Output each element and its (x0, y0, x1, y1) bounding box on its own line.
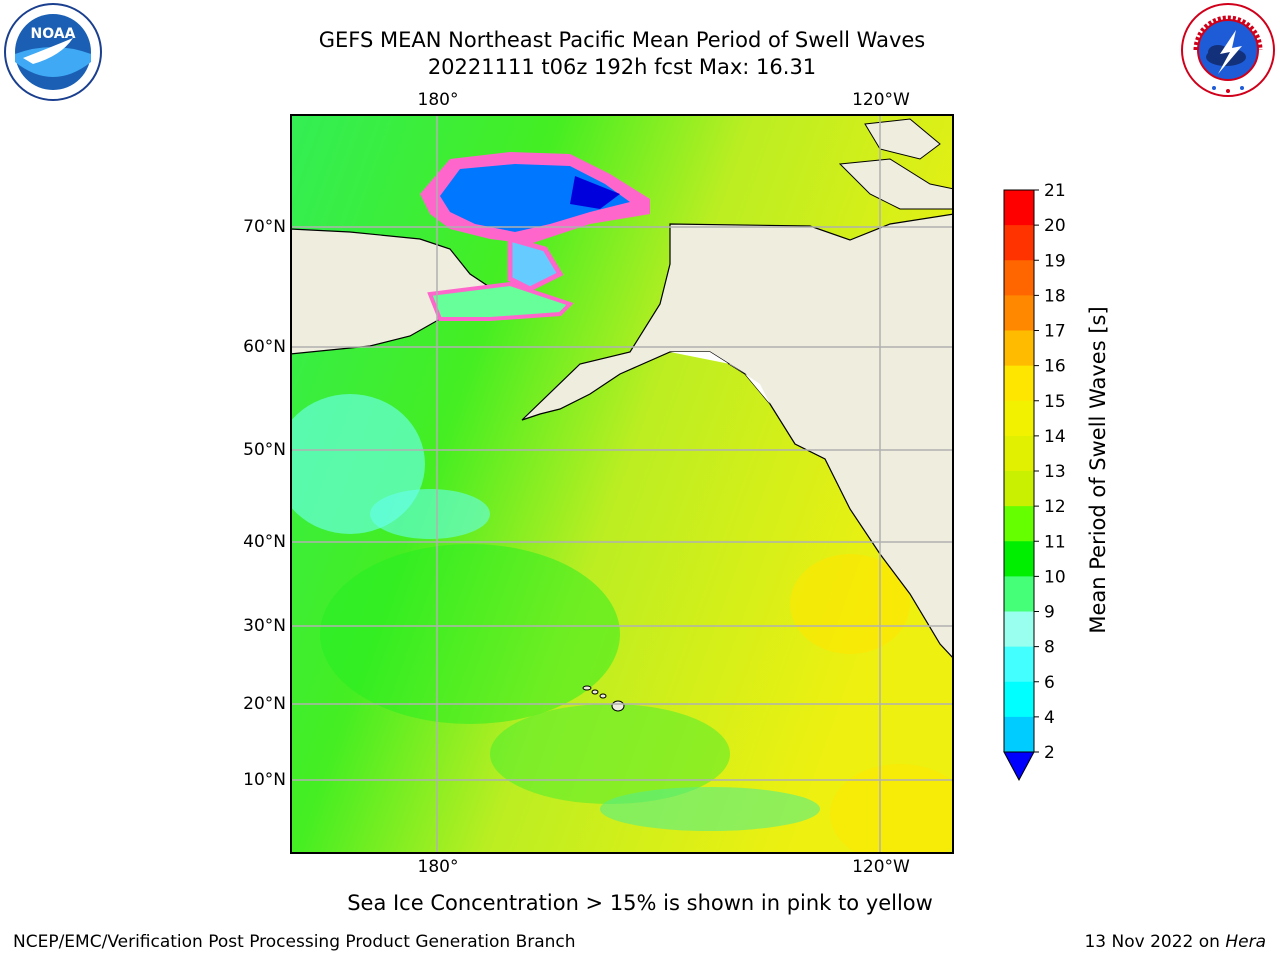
lat-label-60n: 60°N (243, 337, 286, 357)
colorbar-tick-label: 16 (1044, 357, 1066, 377)
colorbar-tick-label: 11 (1044, 532, 1066, 552)
map-panel (275, 114, 970, 864)
lat-label-10n: 10°N (243, 770, 286, 790)
colorbar: 21 20 19 18 17 16 15 14 13 12 11 10 9 8 6 4 2 (995, 180, 1105, 800)
yellow-patch (830, 764, 970, 864)
nws-logo (1180, 2, 1276, 98)
land-arctic-islands (864, 118, 941, 160)
colorbar-band (1004, 646, 1034, 683)
colorbar-band (1004, 295, 1034, 331)
lon-label-top-180: 180° (417, 90, 459, 110)
colorbar-tick-label: 10 (1044, 567, 1066, 587)
footer-date-text: 13 Nov 2022 on (1084, 932, 1220, 952)
graticule (290, 114, 954, 854)
cyan-patch (370, 489, 490, 539)
lon-label-top-120w: 120°W (852, 90, 910, 110)
chart-title: GEFS MEAN Northeast Pacific Mean Period … (318, 28, 926, 52)
colorbar-band (1004, 435, 1034, 472)
colorbar-tick-label: 14 (1044, 427, 1066, 447)
colorbar-band (1004, 716, 1034, 753)
colorbar-tick-label: 18 (1044, 286, 1066, 306)
lat-label-40n: 40°N (243, 532, 286, 552)
colorbar-tick-label: 8 (1044, 638, 1055, 658)
noaa-text: NOAA (31, 26, 76, 42)
bering-sea-ice (427, 281, 574, 321)
lat-label-30n: 30°N (243, 616, 286, 636)
colorbar-band (1004, 330, 1034, 367)
footer-host: Hera (1225, 932, 1266, 952)
colorbar-band (1004, 365, 1034, 402)
green-patch (600, 787, 820, 831)
lat-label-20n: 20°N (243, 694, 286, 714)
gulf-alaska-white (670, 352, 770, 404)
colorbar-tick-label: 20 (1044, 216, 1066, 236)
green-patch (490, 704, 730, 804)
colorbar-tick-label: 17 (1044, 322, 1066, 342)
colorbar-tick-label: 4 (1044, 708, 1055, 728)
colorbar-label: Mean Period of Swell Waves [s] (1086, 306, 1110, 634)
colorbar-band (1004, 260, 1034, 296)
arctic-deep-blue (570, 176, 620, 209)
colorbar-band (1004, 190, 1034, 226)
colorbar-tick-label: 6 (1044, 673, 1055, 693)
lon-label-bottom-180: 180° (417, 857, 459, 877)
footer-credit: NCEP/EMC/Verification Post Processing Pr… (13, 932, 576, 952)
lat-label-70n: 70°N (243, 217, 286, 237)
colorbar-band (1004, 611, 1034, 648)
colorbar-tick-label: 21 (1044, 181, 1066, 201)
lat-label-50n: 50°N (243, 440, 286, 460)
colorbar-band (1004, 576, 1034, 612)
colorbar-tick-label: 13 (1044, 462, 1066, 482)
lon-label-bottom-120w: 120°W (852, 857, 910, 877)
colorbar-band (1004, 400, 1034, 437)
footer-date: 13 Nov 2022 on Hera (1084, 932, 1266, 952)
bering-strait-ice (507, 235, 564, 292)
colorbar-tick-label: 15 (1044, 392, 1066, 412)
colorbar-under-arrow (1003, 751, 1035, 782)
colorbar-tick-label: 2 (1044, 743, 1055, 763)
green-patch (320, 544, 620, 724)
colorbar-band (1004, 681, 1034, 718)
colorbar-band (1004, 225, 1034, 261)
colorbar-tick-label: 19 (1044, 251, 1066, 271)
colorbar-tick-label: 12 (1044, 497, 1066, 517)
colorbar-band (1004, 541, 1034, 577)
map-frame (290, 114, 954, 854)
noaa-logo: NOAA (3, 2, 103, 102)
colorbar-band (1004, 506, 1034, 542)
chart-subtitle: 20221111 t06z 192h fcst Max: 16.31 (427, 55, 817, 79)
colorbar-tick-label: 9 (1044, 603, 1055, 623)
colorbar-band (1004, 471, 1034, 507)
sea-ice-caption: Sea Ice Concentration > 15% is shown in … (347, 891, 933, 915)
